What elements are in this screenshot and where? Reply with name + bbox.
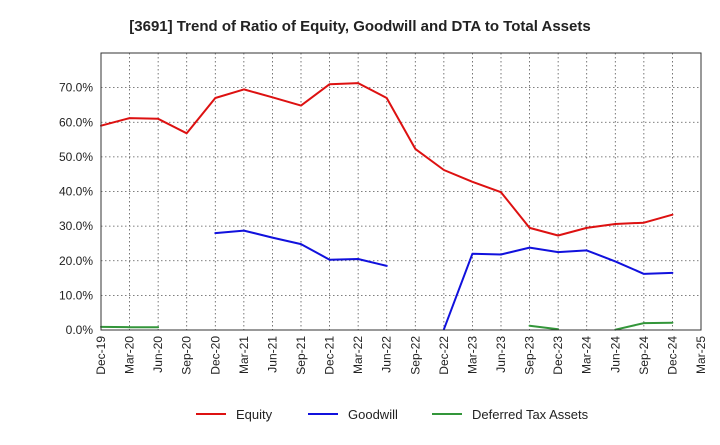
x-tick-label: Mar-20 xyxy=(123,336,137,374)
x-tick-label: Dec-23 xyxy=(551,336,565,375)
x-tick-label: Dec-24 xyxy=(665,336,679,375)
x-tick-label: Jun-24 xyxy=(608,336,622,373)
series-layer xyxy=(100,82,674,331)
x-tick-label: Dec-20 xyxy=(208,336,222,375)
legend-label: Deferred Tax Assets xyxy=(472,407,589,422)
x-tick-label: Jun-21 xyxy=(265,336,279,373)
y-tick-label: 40.0% xyxy=(59,185,93,199)
x-tick-label: Mar-25 xyxy=(694,336,708,374)
y-tick-label: 10.0% xyxy=(59,288,93,302)
x-tick-label: Mar-24 xyxy=(580,336,594,374)
x-tick-label: Dec-19 xyxy=(94,336,108,375)
x-tick-label: Jun-23 xyxy=(494,336,508,373)
legend: Equity Goodwill Deferred Tax Assets xyxy=(196,407,589,422)
x-tick-label: Dec-21 xyxy=(323,336,337,375)
x-tick-label: Mar-21 xyxy=(237,336,251,374)
axes: 0.0% 10.0% 20.0% 30.0% 40.0% 50.0% 60.0% 70.0% D… xyxy=(59,52,708,375)
plot-frame xyxy=(100,52,702,331)
x-tick-label: Sep-21 xyxy=(294,336,308,375)
x-tick-label: Sep-23 xyxy=(523,336,537,375)
series-line-deferred-tax-assets xyxy=(100,321,674,331)
series-line-goodwill xyxy=(214,229,674,331)
y-tick-label: 50.0% xyxy=(59,150,93,164)
chart-title: [3691] Trend of Ratio of Equity, Goodwil… xyxy=(129,18,590,35)
y-tick-label: 30.0% xyxy=(59,219,93,233)
x-tick-label: Dec-22 xyxy=(437,336,451,375)
y-tick-label: 60.0% xyxy=(59,115,93,129)
x-tick-label: Sep-24 xyxy=(637,336,651,375)
legend-label: Goodwill xyxy=(348,407,398,422)
grid xyxy=(100,53,702,331)
y-tick-label: 0.0% xyxy=(66,323,94,337)
x-tick-label: Sep-20 xyxy=(180,336,194,375)
y-tick-label: 70.0% xyxy=(59,81,93,95)
series-line-equity xyxy=(100,82,674,237)
x-tick-label: Mar-23 xyxy=(465,336,479,374)
x-tick-label: Sep-22 xyxy=(408,336,422,375)
legend-label: Equity xyxy=(236,407,273,422)
y-tick-label: 20.0% xyxy=(59,254,93,268)
x-tick-label: Jun-22 xyxy=(380,336,394,373)
x-tick-label: Mar-22 xyxy=(351,336,365,374)
x-tick-label: Jun-20 xyxy=(151,336,165,373)
